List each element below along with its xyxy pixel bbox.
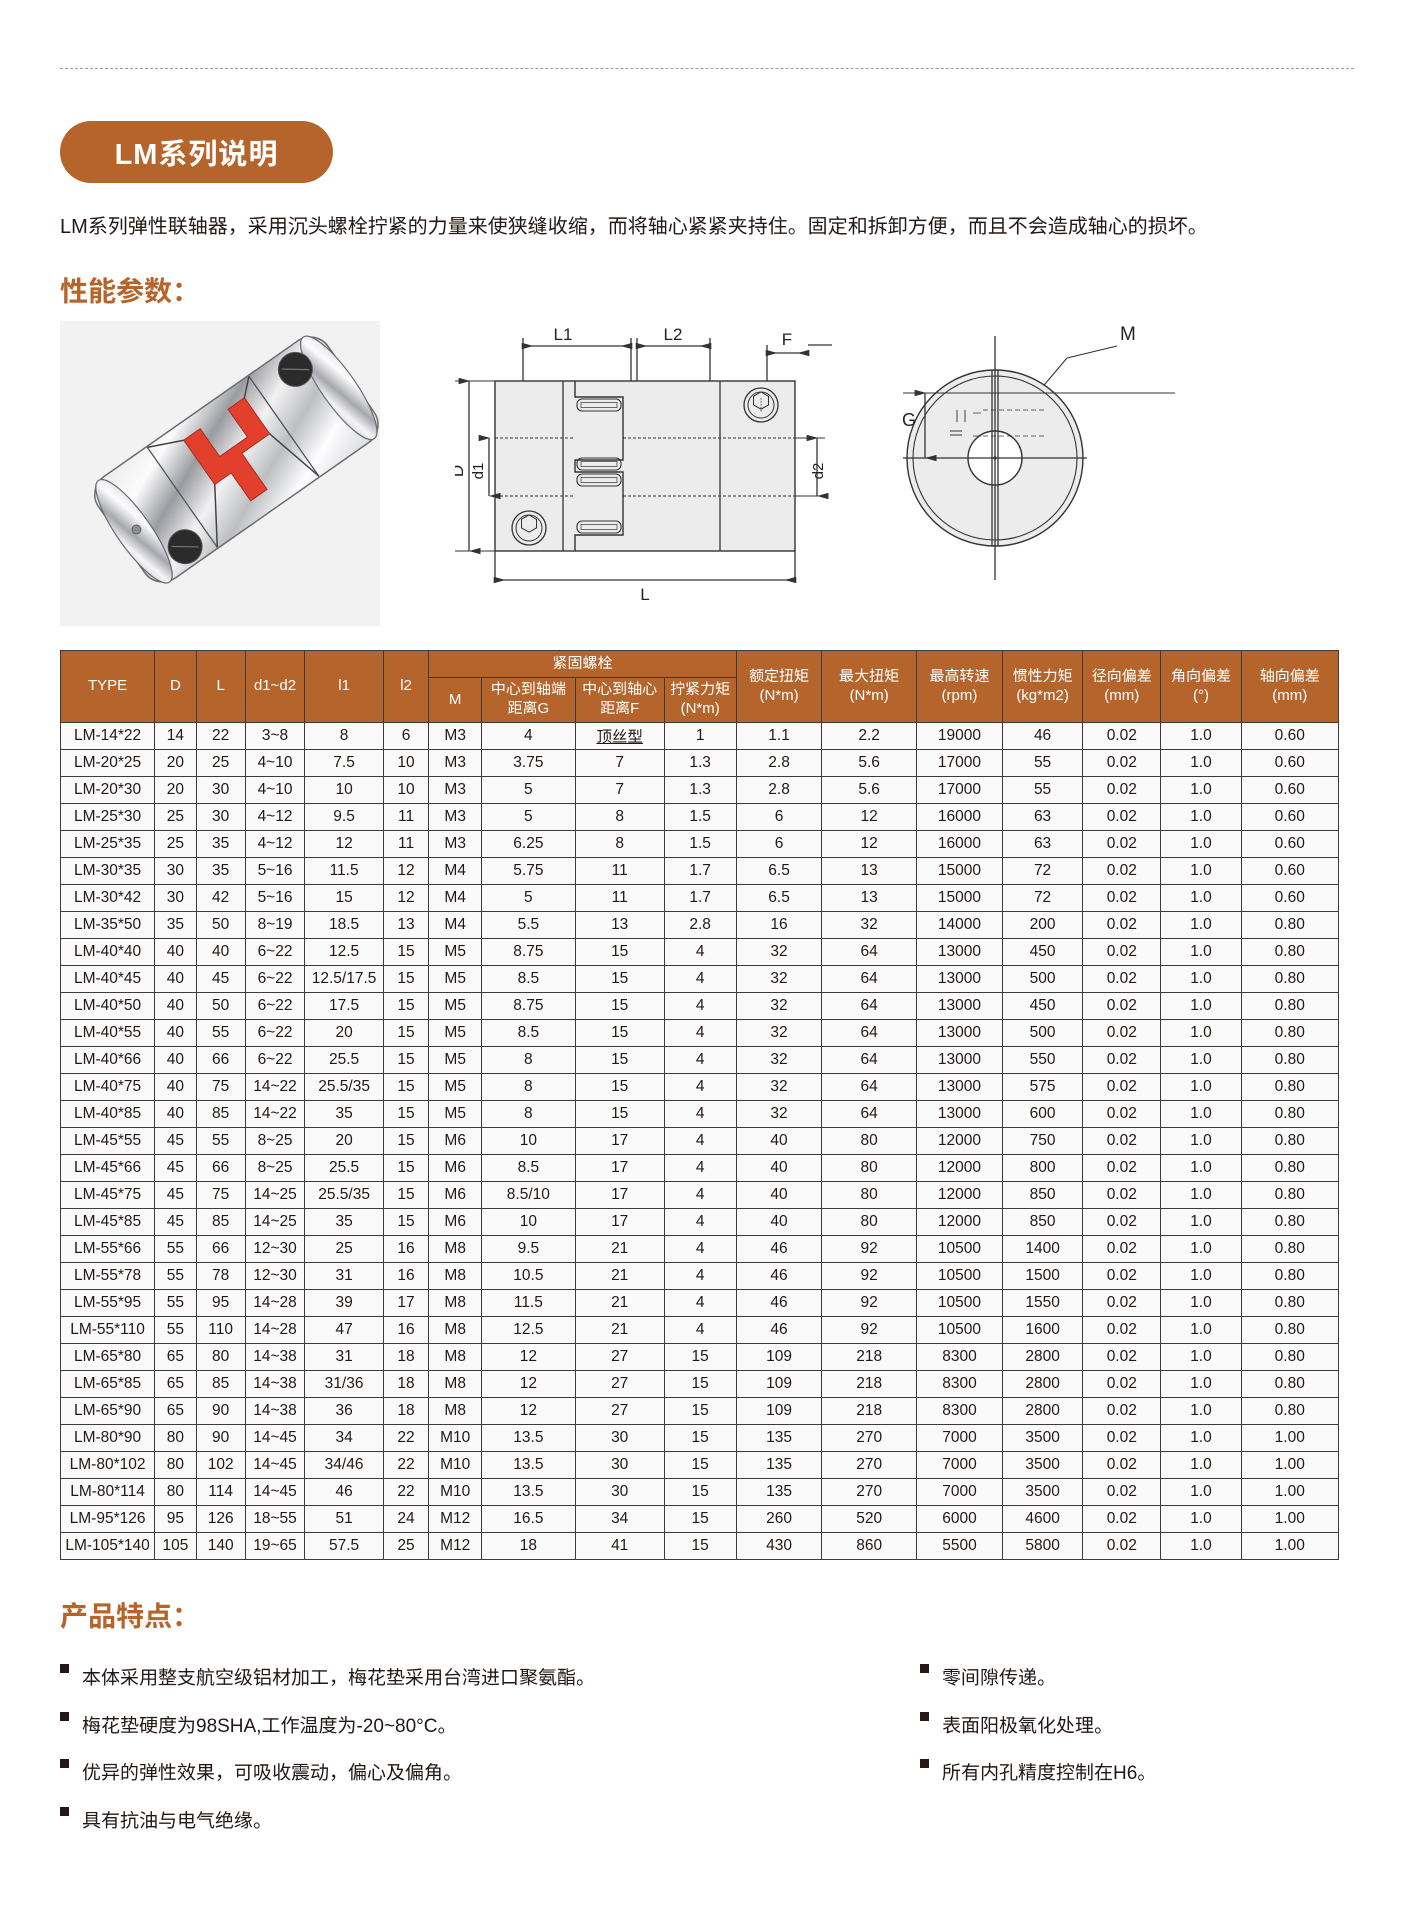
svg-text:L: L: [640, 585, 649, 604]
svg-text:D: D: [455, 465, 467, 477]
svg-text:d2: d2: [810, 463, 827, 480]
svg-text:L1: L1: [554, 325, 573, 344]
svg-text:L2: L2: [664, 325, 683, 344]
svg-text:d1: d1: [470, 463, 487, 480]
svg-text:M: M: [1120, 324, 1136, 345]
svg-text:F: F: [782, 330, 792, 349]
svg-text:G: G: [902, 410, 916, 430]
